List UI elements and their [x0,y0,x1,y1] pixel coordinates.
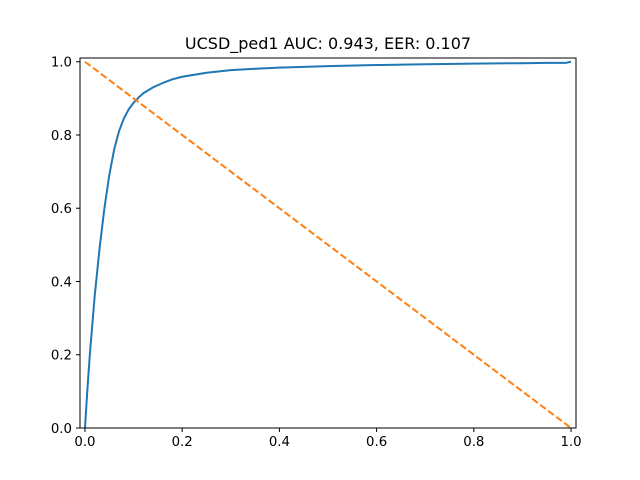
series-line-0 [83,60,572,429]
x-tick-label: 0.0 [74,435,95,450]
y-tick-label: 1.0 [51,56,72,71]
plot-frame [79,57,577,429]
x-tick-label: 0.4 [269,435,290,450]
y-tick-label: 0.2 [51,349,72,364]
y-tick-label: 0.0 [51,422,72,437]
x-tick-label: 0.8 [463,435,484,450]
x-tick-label: 1.0 [560,435,581,450]
series-layer [83,60,572,429]
chart-title: UCSD_ped1 AUC: 0.943, EER: 0.107 [185,34,471,54]
y-tick-label: 0.8 [51,129,72,144]
axes-layer: 0.0 0.2 0.4 0.6 0.8 1.0 0.0 0.2 0.4 0.6 0.8 1.0 [51,56,582,450]
y-tick-label: 0.6 [51,202,72,217]
y-tick-label: 0.4 [51,275,72,290]
x-tick-label: 0.2 [172,435,193,450]
series-line-1 [84,60,572,429]
x-tick-label: 0.6 [366,435,387,450]
